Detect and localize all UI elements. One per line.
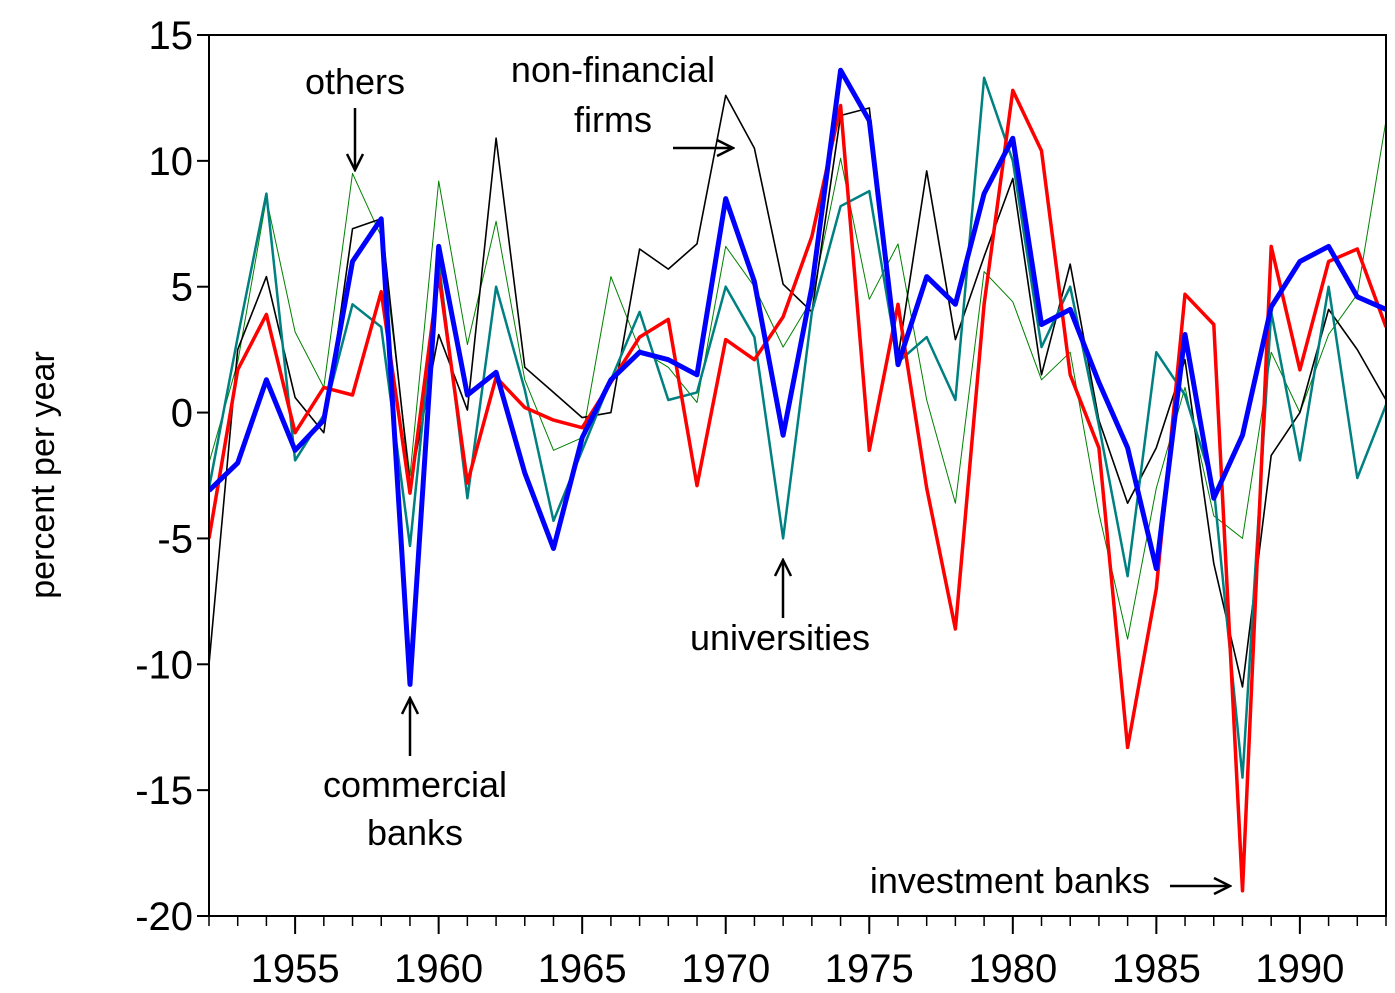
annotation: investment banks	[870, 860, 1150, 901]
series-line	[209, 94, 1386, 688]
y-tick-label: -5	[157, 517, 193, 561]
annotation: universities	[690, 617, 870, 658]
series-line	[209, 76, 1386, 779]
y-tick-label: -20	[135, 895, 193, 939]
x-tick-label: 1990	[1255, 947, 1344, 991]
series-line	[209, 88, 1386, 893]
y-tick-label: -15	[135, 769, 193, 813]
y-tick-label: -10	[135, 643, 193, 687]
x-tick-label: 1965	[538, 947, 627, 991]
x-tick-label: 1980	[968, 947, 1057, 991]
x-tick-label: 1955	[251, 947, 340, 991]
x-tick-label: 1960	[394, 947, 483, 991]
y-axis-label: percent per year	[24, 351, 62, 599]
y-tick-label: 10	[149, 140, 194, 184]
annotation: non-financial firms	[511, 49, 715, 140]
plot-frame	[208, 34, 1387, 917]
annotation: others	[305, 61, 405, 102]
annotation: commercial banks	[323, 764, 507, 853]
x-tick-label: 1970	[681, 947, 770, 991]
y-tick-label: 15	[149, 14, 194, 58]
series-line	[209, 67, 1386, 687]
x-tick-label: 1975	[825, 947, 914, 991]
x-tick-label: 1985	[1112, 947, 1201, 991]
y-tick-label: 5	[171, 266, 193, 310]
series-line	[209, 120, 1386, 640]
y-tick-label: 0	[171, 392, 193, 436]
